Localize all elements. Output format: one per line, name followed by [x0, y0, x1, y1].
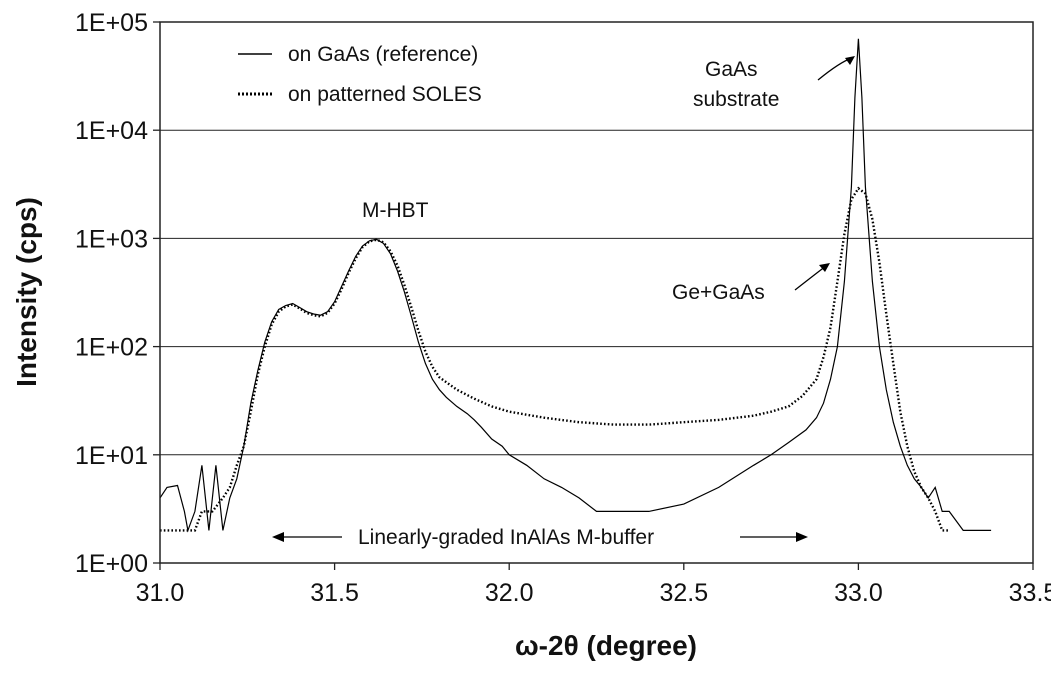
annotation-buffer: Linearly-graded InAlAs M-buffer	[358, 526, 654, 549]
y-tick-label: 1E+04	[75, 117, 148, 145]
x-tick-label: 32.5	[659, 579, 708, 607]
x-tick-label: 33.0	[834, 579, 883, 607]
x-axis-ticks: 31.0 31.5 32.0 32.5 33.0 33.5	[136, 563, 1051, 607]
x-tick-label: 31.0	[136, 579, 185, 607]
y-axis-title: Intensity (cps)	[11, 197, 42, 387]
annotation-ge-gaas: Ge+GaAs	[672, 281, 765, 304]
legend-label-reference: on GaAs (reference)	[288, 43, 478, 66]
plot-frame	[159, 21, 1034, 564]
y-tick-label: 1E+00	[75, 550, 148, 578]
y-tick-label: 1E+02	[75, 334, 148, 362]
annotation-substrate: substrate	[693, 88, 779, 111]
legend: on GaAs (reference) on patterned SOLES	[238, 43, 482, 106]
series-line-soles	[160, 186, 950, 532]
y-tick-label: 1E+01	[75, 442, 148, 470]
buffer-label-bg	[350, 521, 722, 551]
x-axis-title: ω-2θ (degree)	[515, 630, 697, 661]
grid-lines	[160, 129, 1033, 456]
x-tick-label: 33.5	[1009, 579, 1051, 607]
annotation-mhbt: M-HBT	[362, 199, 429, 222]
x-tick-label: 32.0	[485, 579, 534, 607]
plot-area	[160, 22, 1033, 563]
y-axis-ticks: 1E+00 1E+01 1E+02 1E+03 1E+04 1E+05	[75, 9, 160, 578]
buffer-arrowhead-right	[796, 532, 808, 542]
arrowhead-gaas	[845, 56, 855, 65]
buffer-arrowhead-left	[272, 532, 284, 542]
y-tick-label: 1E+05	[75, 9, 148, 37]
arrowhead-ge-gaas	[819, 263, 830, 272]
annotation-gaas: GaAs	[705, 58, 758, 81]
y-tick-label: 1E+03	[75, 225, 148, 253]
x-tick-label: 31.5	[310, 579, 359, 607]
series-layer	[159, 38, 992, 533]
legend-label-soles: on patterned SOLES	[288, 83, 482, 106]
